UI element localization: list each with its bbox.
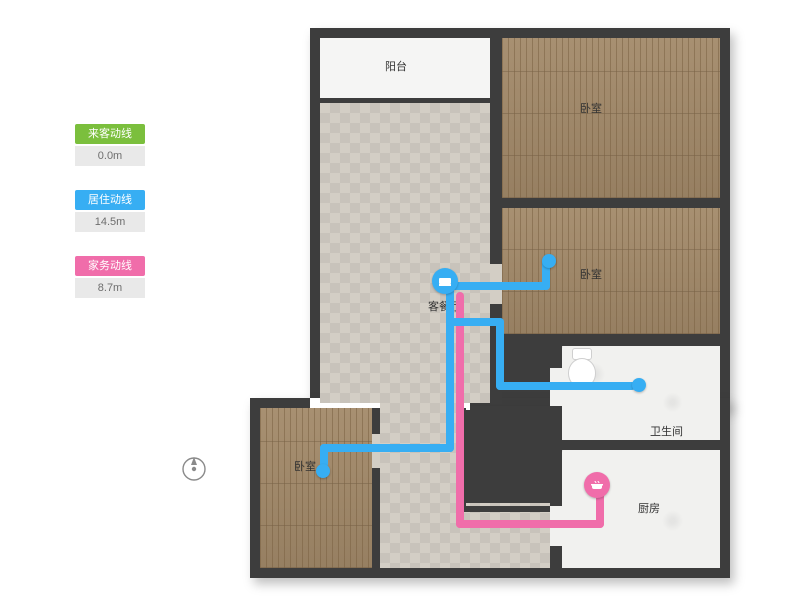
path-end [316,464,330,478]
path-seg [456,292,464,528]
legend-item-value: 14.5m [75,212,145,232]
legend-item-guest: 来客动线 0.0m [75,124,145,166]
partition [320,98,490,103]
room-label-balcony: 阳台 [385,58,407,74]
path-node-pot-icon [584,472,610,498]
legend-item-living: 居住动线 14.5m [75,190,145,232]
path-node-bed-icon [432,268,458,294]
legend-item-value: 8.7m [75,278,145,298]
legend: 来客动线 0.0m 居住动线 14.5m 家务动线 8.7m [75,124,145,322]
room-hall [380,503,550,568]
legend-item-title: 居住动线 [75,190,145,210]
room-label-bed1: 卧室 [580,100,602,116]
legend-item-chores: 家务动线 8.7m [75,256,145,298]
path-seg [456,520,604,528]
partition [562,440,720,450]
floor-plan: 阳台客餐厅卧室卧室卧室卫生间厨房 [250,28,740,578]
room-label-bed2: 卧室 [580,266,602,282]
room-bed2 [502,208,720,334]
legend-item-value: 0.0m [75,146,145,166]
room-label-kitchen: 厨房 [638,500,660,516]
partition [458,506,558,512]
path-seg [496,318,504,390]
legend-item-title: 家务动线 [75,256,145,276]
path-seg [496,382,636,390]
room-label-bath: 卫生间 [650,423,683,439]
path-seg [446,282,454,452]
path-end [632,378,646,392]
legend-item-title: 来客动线 [75,124,145,144]
partition [372,408,380,568]
room-bed3 [260,408,372,568]
compass-icon [180,455,208,483]
room-label-bed3: 卧室 [294,458,316,474]
partition [502,198,720,208]
path-seg [446,282,550,290]
room-living [320,103,490,403]
room-bed1 [502,38,720,198]
partition [502,334,720,346]
path-seg [320,444,454,452]
path-end [542,254,556,268]
